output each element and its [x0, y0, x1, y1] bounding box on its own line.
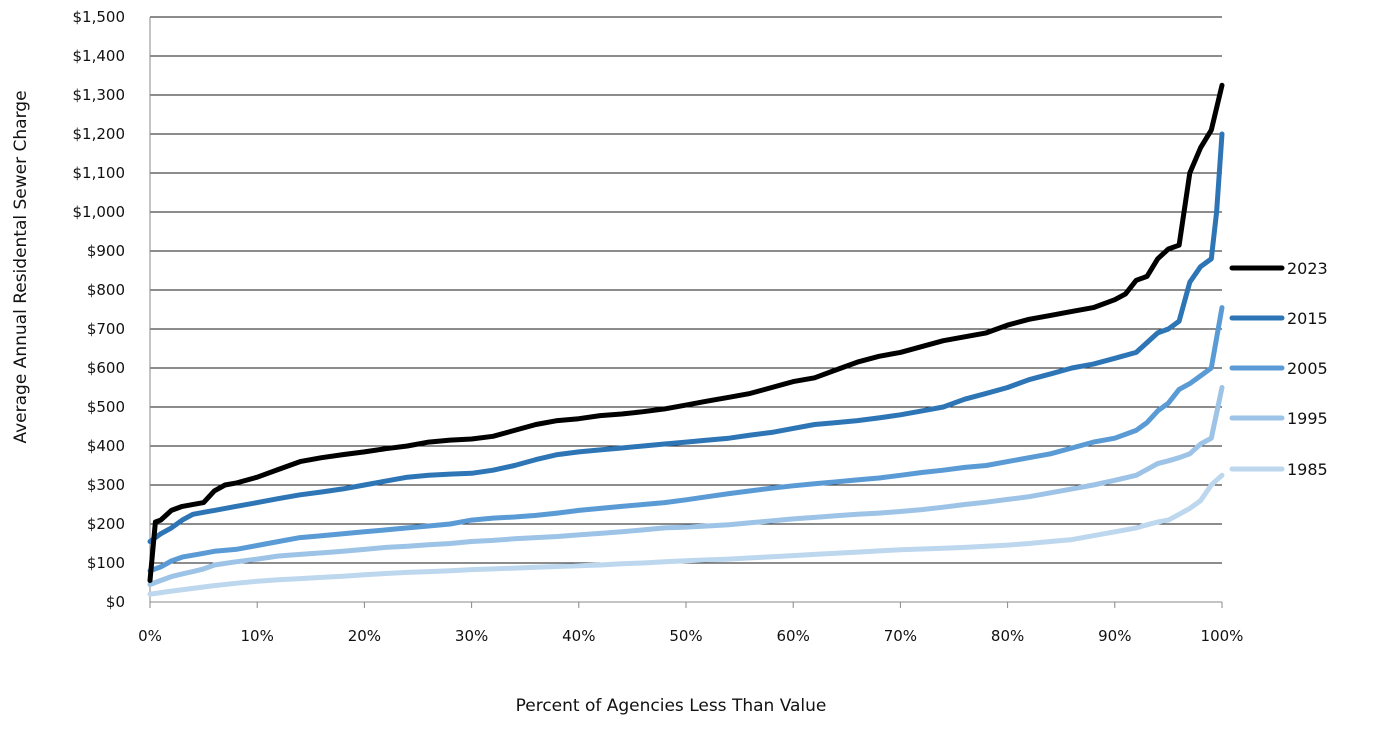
- x-tick-label: 40%: [562, 627, 595, 645]
- y-tick-label: $1,500: [73, 8, 126, 26]
- y-tick-label: $400: [87, 437, 125, 455]
- y-axis-title: Average Annual Residental Sewer Charge: [11, 90, 31, 443]
- gridlines: [149, 16, 1222, 603]
- x-tick-label: 10%: [241, 627, 274, 645]
- y-tick-label: $1,100: [73, 164, 126, 182]
- x-tick-label: 90%: [1098, 627, 1131, 645]
- y-tick-label: $200: [87, 515, 125, 533]
- x-axis-tick-labels: 0% 10% 20% 30% 40% 50% 60% 70% 80% 90% 100%: [138, 602, 1243, 645]
- y-tick-label: $500: [87, 398, 125, 416]
- legend-label-2023: 2023: [1287, 259, 1328, 278]
- y-tick-label: $1,300: [73, 86, 126, 104]
- y-tick-label: $900: [87, 242, 125, 260]
- x-tick-label: 70%: [884, 627, 917, 645]
- legend-label-2005: 2005: [1287, 359, 1328, 378]
- legend-label-1985: 1985: [1287, 460, 1328, 479]
- series-line-2023: [147, 82, 1225, 583]
- y-tick-label: $1,200: [73, 125, 126, 143]
- x-tick-label: 60%: [777, 627, 810, 645]
- series-line-1995: [147, 385, 1225, 587]
- x-tick-label: 30%: [455, 627, 488, 645]
- y-tick-label: $1,400: [73, 47, 126, 65]
- series-line-1985: [147, 472, 1225, 597]
- x-tick-label: 0%: [138, 627, 162, 645]
- y-tick-label: $1,000: [73, 203, 126, 221]
- y-tick-label: $100: [87, 554, 125, 572]
- series-lines: [147, 82, 1225, 597]
- legend: 2023 2015 2005 1995 1985: [1229, 259, 1328, 479]
- x-tick-label: 80%: [991, 627, 1024, 645]
- y-tick-label: $300: [87, 476, 125, 494]
- y-tick-label: $0: [106, 593, 125, 611]
- legend-label-1995: 1995: [1287, 409, 1328, 428]
- x-tick-label: 50%: [669, 627, 702, 645]
- series-line-2015: [147, 131, 1225, 544]
- y-axis-tick-labels: $0 $100 $200 $300 $400 $500 $600 $700 $800 $900 $1…: [73, 8, 126, 611]
- y-tick-label: $800: [87, 281, 125, 299]
- y-tick-label: $700: [87, 320, 125, 338]
- x-tick-label: 100%: [1201, 627, 1244, 645]
- legend-label-2015: 2015: [1287, 309, 1328, 328]
- x-tick-label: 20%: [348, 627, 381, 645]
- y-tick-label: $600: [87, 359, 125, 377]
- x-axis-title: Percent of Agencies Less Than Value: [516, 696, 827, 716]
- series-line-2005: [147, 305, 1225, 574]
